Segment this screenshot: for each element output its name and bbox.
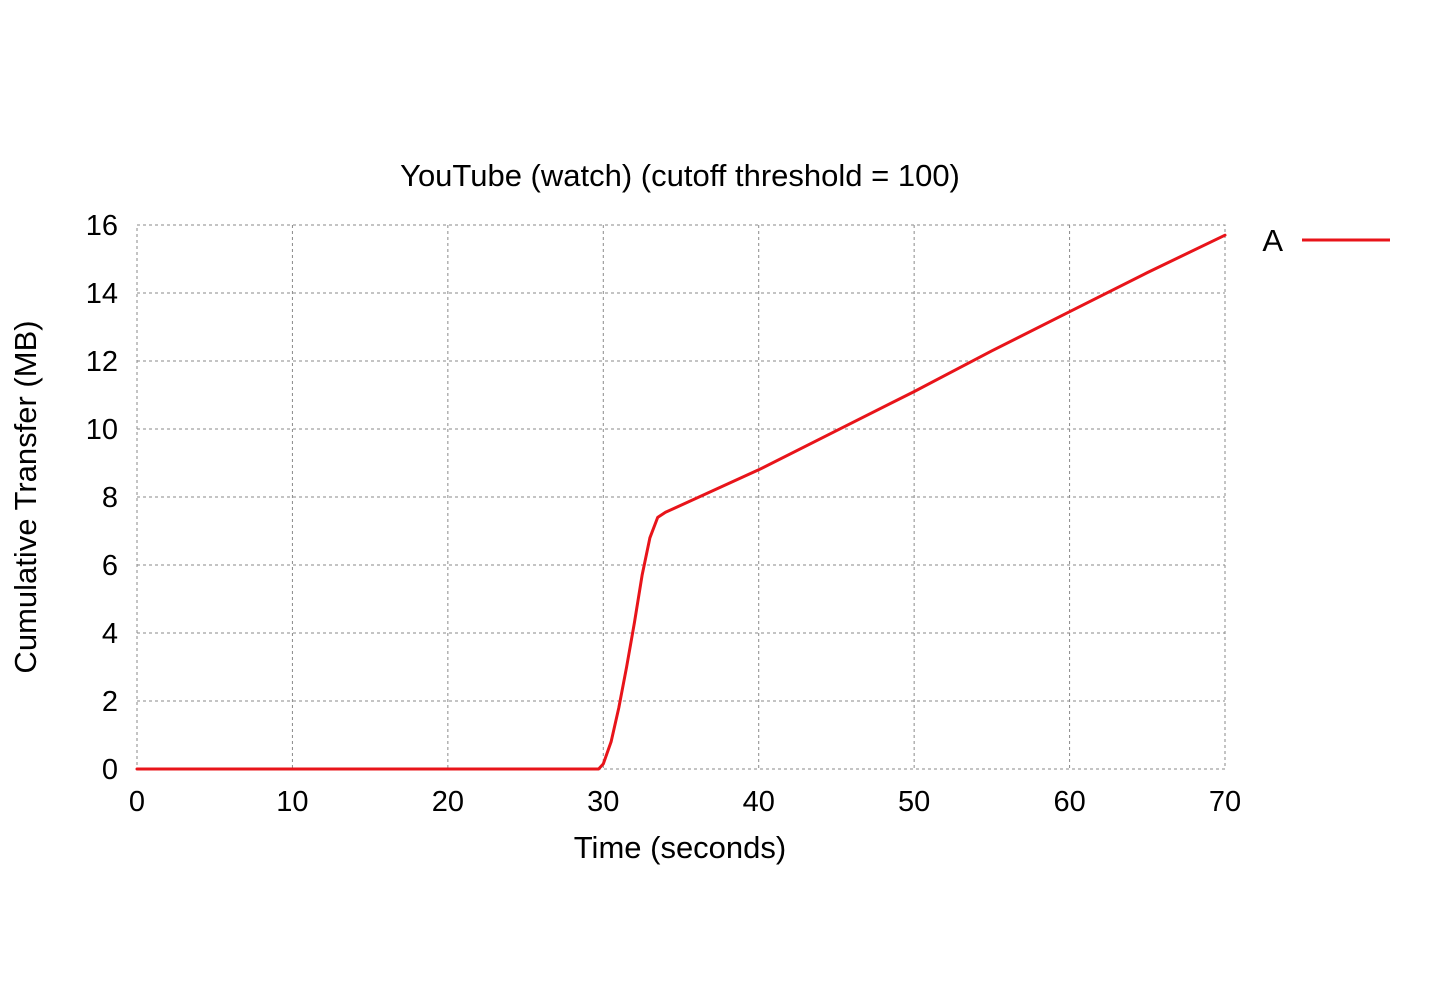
y-axis-ticks: 0 2 4 6 8 10 12 14 16: [86, 210, 118, 786]
series-line: [135, 233, 1227, 771]
series-layer: [135, 233, 1227, 771]
legend-label: A: [1262, 223, 1283, 258]
x-tick-label: 20: [432, 786, 464, 818]
x-tick-label: 0: [129, 786, 145, 818]
y-tick-label: 8: [102, 482, 118, 514]
y-tick-label: 2: [102, 686, 118, 718]
x-tick-label: 50: [898, 786, 930, 818]
x-axis-label: Time (seconds): [574, 830, 786, 865]
x-axis-ticks: 0 10 20 30 40 50 60 70: [129, 786, 1241, 818]
x-tick-label: 70: [1209, 786, 1241, 818]
y-tick-label: 10: [86, 414, 118, 446]
y-tick-label: 12: [86, 346, 118, 378]
chart-title: YouTube (watch) (cutoff threshold = 100): [400, 158, 960, 193]
y-tick-label: 16: [86, 210, 118, 242]
x-tick-label: 10: [276, 786, 308, 818]
x-tick-label: 60: [1053, 786, 1085, 818]
y-tick-label: 4: [102, 618, 118, 650]
grid: [137, 225, 1225, 769]
x-tick-label: 40: [743, 786, 775, 818]
y-tick-label: 14: [86, 278, 118, 310]
x-tick-label: 30: [587, 786, 619, 818]
y-tick-label: 0: [102, 754, 118, 786]
y-tick-label: 6: [102, 550, 118, 582]
y-axis-label: Cumulative Transfer (MB): [8, 320, 43, 673]
legend: A: [1262, 223, 1390, 258]
